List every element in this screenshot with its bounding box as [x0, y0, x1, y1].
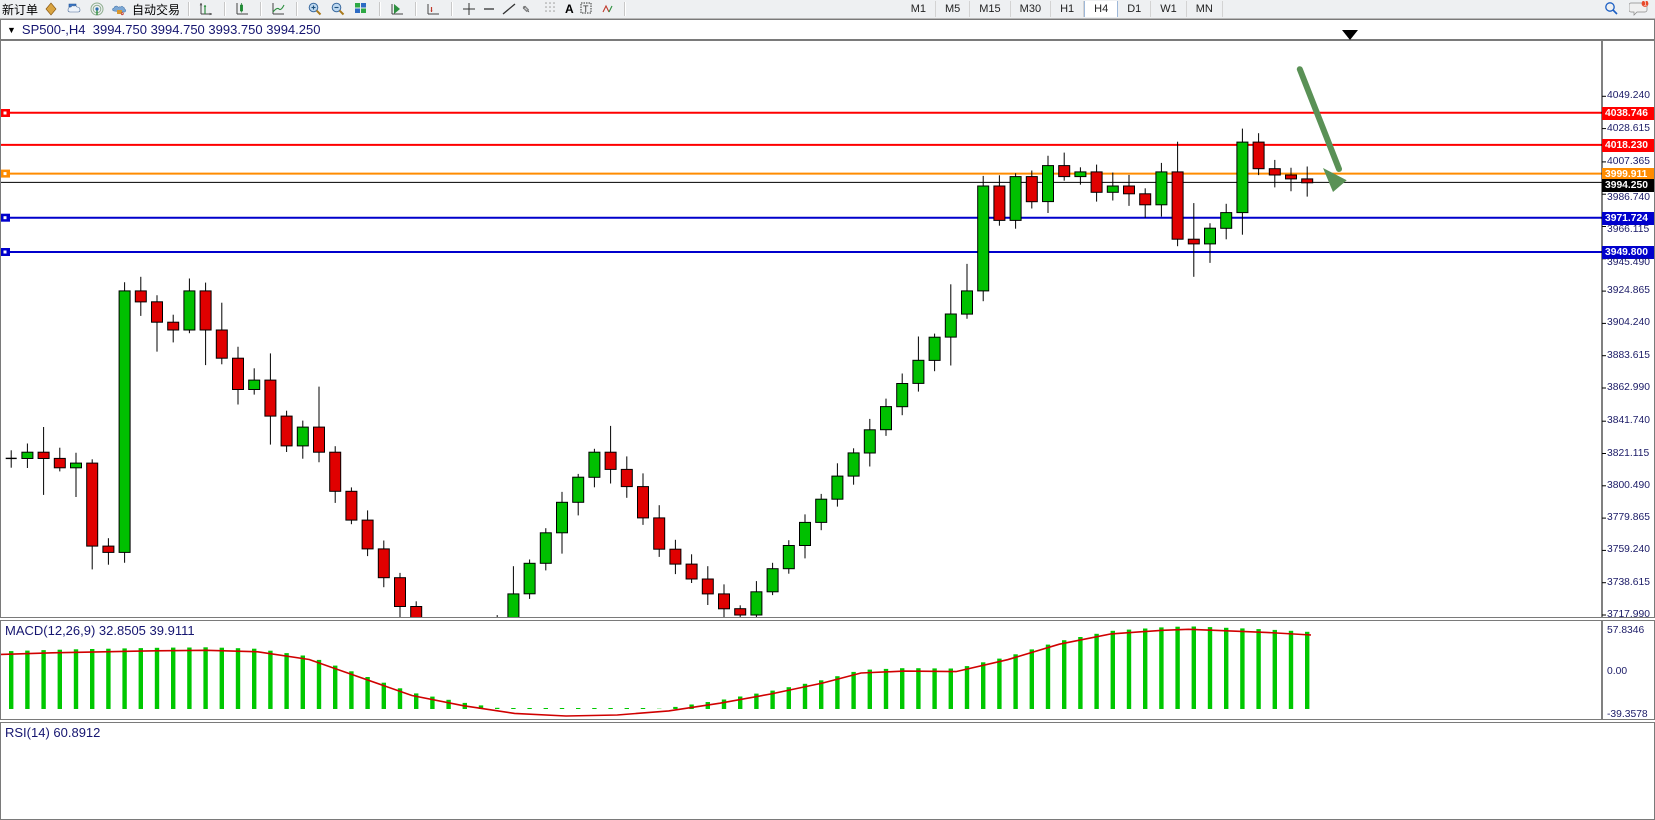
svg-text:✎: ✎: [522, 5, 530, 16]
svg-text:1: 1: [1643, 1, 1647, 8]
svg-text:T: T: [583, 4, 589, 14]
